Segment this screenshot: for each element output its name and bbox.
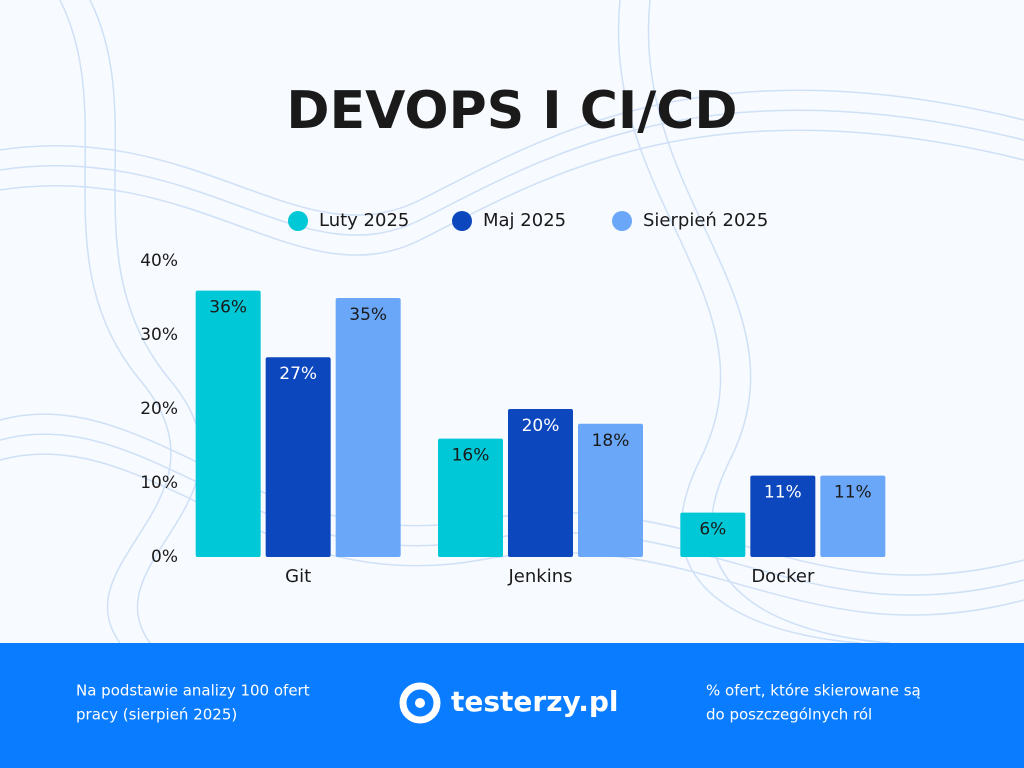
y-tick-label: 0% [151, 547, 178, 567]
legend-marker [452, 211, 472, 231]
footer-band [0, 643, 1024, 768]
y-tick-label: 40% [140, 251, 178, 271]
logo: testerzy.pl [399, 682, 618, 724]
bar [820, 475, 886, 557]
value-label: 36% [209, 298, 247, 318]
footer-text: Na podstawie analizy 100 ofert [76, 682, 310, 700]
bar [265, 357, 331, 557]
footer-right: % ofert, które skierowane są do poszczeg… [706, 682, 921, 724]
bar [680, 512, 746, 557]
value-label: 27% [279, 364, 317, 384]
logo-icon [399, 682, 441, 724]
bar [750, 475, 816, 557]
value-label: 35% [349, 305, 387, 325]
y-tick-label: 20% [140, 399, 178, 419]
legend-label: Luty 2025 [319, 210, 409, 231]
value-label: 6% [699, 520, 726, 540]
footer-text: do poszczególnych ról [706, 706, 872, 724]
logo-text: testerzy.pl [451, 685, 618, 718]
bar [195, 290, 261, 557]
x-tick-label: Docker [751, 566, 815, 587]
legend-label: Sierpień 2025 [643, 210, 768, 231]
background-waves [0, 0, 1024, 644]
value-label: 18% [592, 431, 630, 451]
bar [438, 438, 503, 557]
footer-text: % ofert, które skierowane są [706, 682, 921, 700]
chart-title: DEVOPS I CI/CD [286, 81, 737, 141]
bar [335, 298, 401, 557]
legend-marker [288, 211, 308, 231]
y-tick-label: 10% [140, 473, 178, 493]
y-tick-label: 30% [140, 325, 178, 345]
bar [508, 409, 573, 557]
x-tick-label: Jenkins [507, 566, 572, 587]
logo-icon-center [415, 698, 425, 708]
value-label: 11% [764, 483, 802, 503]
footer-left: Na podstawie analizy 100 ofert pracy (si… [76, 682, 310, 724]
bar [578, 423, 643, 557]
footer-text: pracy (sierpień 2025) [76, 706, 237, 724]
x-tick-label: Git [285, 566, 311, 587]
value-label: 20% [522, 416, 560, 436]
legend-label: Maj 2025 [483, 210, 566, 231]
value-label: 11% [834, 483, 872, 503]
value-label: 16% [452, 446, 490, 466]
legend-marker [612, 211, 632, 231]
